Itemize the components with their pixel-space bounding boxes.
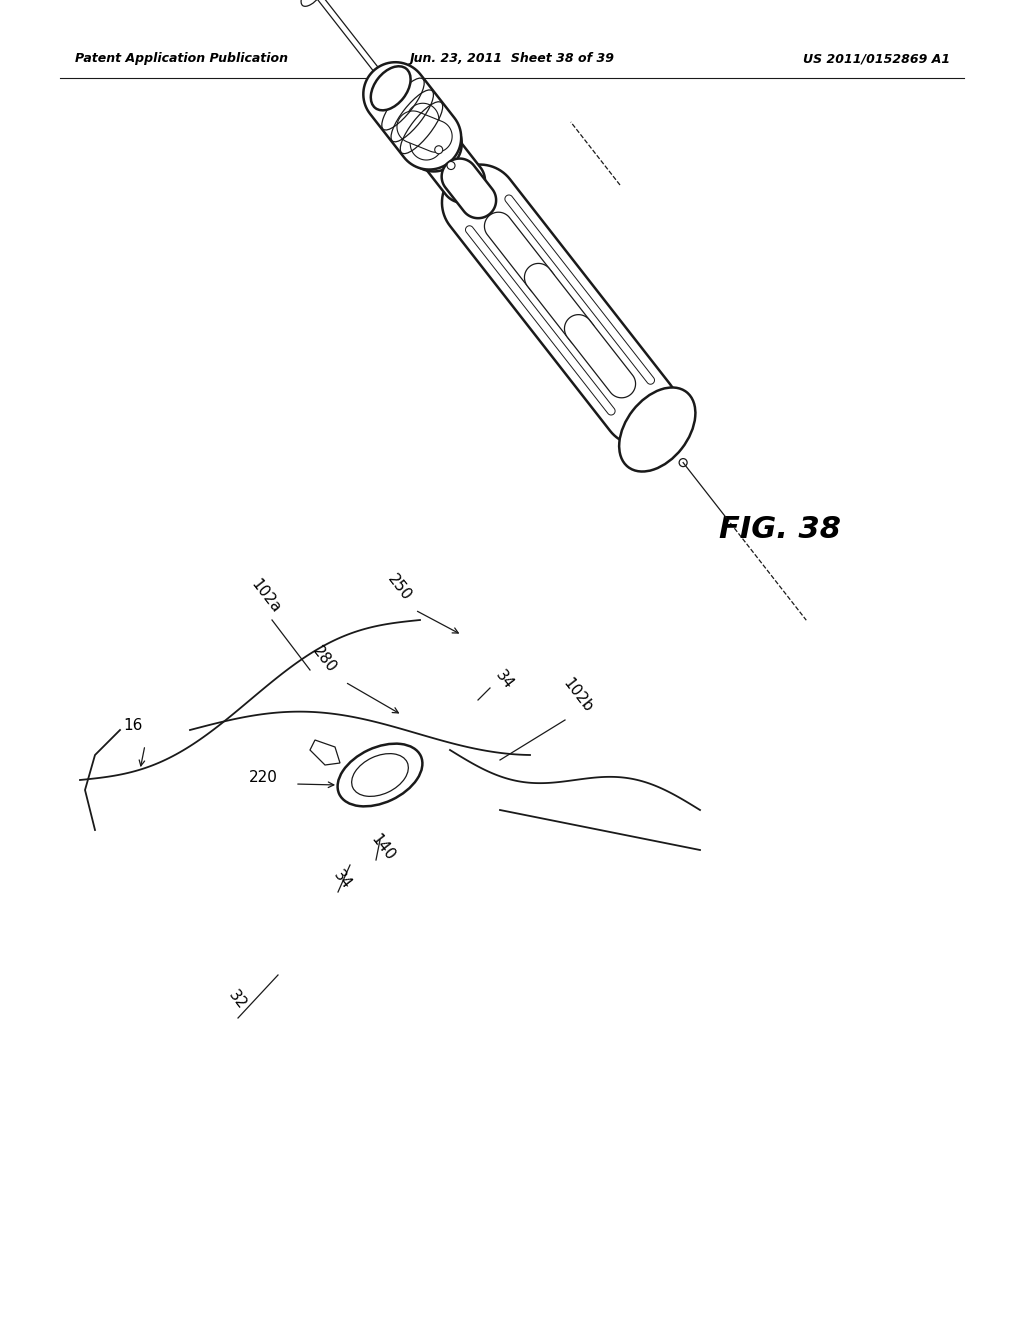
Text: 16: 16: [123, 718, 142, 734]
Text: 102a: 102a: [248, 577, 284, 615]
Ellipse shape: [435, 145, 442, 153]
Polygon shape: [407, 103, 442, 160]
Polygon shape: [397, 111, 453, 152]
Polygon shape: [484, 213, 556, 296]
Ellipse shape: [351, 754, 409, 796]
Text: Jun. 23, 2011  Sheet 38 of 39: Jun. 23, 2011 Sheet 38 of 39: [410, 51, 614, 65]
Polygon shape: [310, 741, 340, 766]
Ellipse shape: [338, 743, 423, 807]
Polygon shape: [364, 62, 461, 169]
Text: 34: 34: [492, 668, 516, 692]
Text: 280: 280: [310, 644, 340, 676]
Text: Patent Application Publication: Patent Application Publication: [75, 51, 288, 65]
Ellipse shape: [371, 66, 411, 111]
Ellipse shape: [301, 0, 328, 7]
Text: 34: 34: [330, 867, 353, 892]
Ellipse shape: [620, 388, 695, 471]
Polygon shape: [505, 195, 654, 384]
Polygon shape: [441, 158, 496, 218]
Text: FIG. 38: FIG. 38: [719, 516, 841, 544]
Polygon shape: [408, 116, 485, 203]
Text: 140: 140: [368, 832, 397, 865]
Text: 102b: 102b: [560, 675, 596, 715]
Polygon shape: [387, 92, 462, 172]
Text: 250: 250: [385, 572, 415, 605]
Text: 220: 220: [249, 771, 278, 785]
Polygon shape: [524, 264, 596, 347]
Text: US 2011/0152869 A1: US 2011/0152869 A1: [803, 51, 950, 65]
Polygon shape: [564, 314, 636, 397]
Ellipse shape: [447, 161, 455, 169]
Polygon shape: [466, 226, 615, 414]
Polygon shape: [442, 165, 678, 445]
Ellipse shape: [679, 458, 687, 466]
Text: 32: 32: [225, 987, 249, 1012]
